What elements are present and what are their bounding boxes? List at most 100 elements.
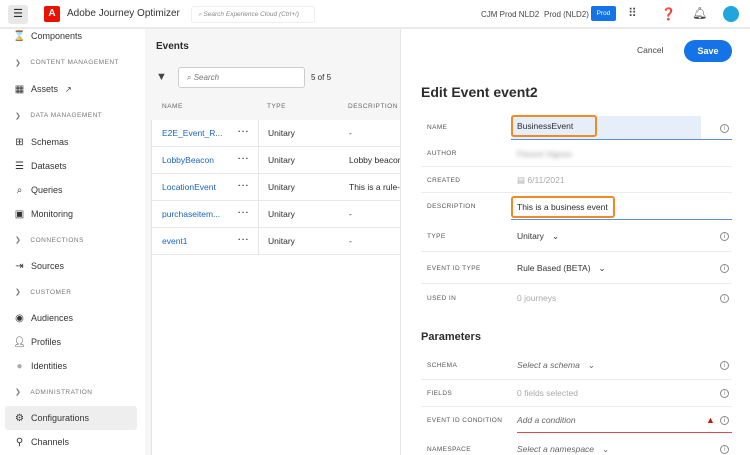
audiences-icon: ◉ [15,312,24,324]
avatar[interactable] [723,6,739,22]
fields-value[interactable]: 0 fields selected [517,388,578,398]
schema-label: SCHEMA [427,362,458,369]
event-name-link[interactable]: event1 [162,236,188,246]
author-value: Florent Vignon [517,149,573,159]
menu-icon[interactable]: ☰ [8,5,28,24]
event-description: - [349,128,352,138]
event-type: Unitary [268,128,295,138]
error-underline [517,432,732,433]
org-switcher[interactable]: CJM Prod NLD2 [481,10,540,19]
cancel-button[interactable]: Cancel [637,45,664,55]
sidebar-item-assets[interactable]: ▦ Assets ↗ [0,77,145,101]
table-row[interactable]: event1 ··· Unitary - [152,228,401,255]
sidebar-item-label: Schemas [31,137,69,147]
table-row[interactable]: LocationEvent ··· Unitary This is a rule-b [152,174,401,201]
events-table: E2E_Event_R... ··· Unitary - LobbyBeacon ···… [151,120,401,455]
sidebar-item-monitoring[interactable]: ▣ Monitoring [0,202,145,226]
created-date: 6/11/2021 [527,175,565,185]
more-actions-icon[interactable]: ··· [238,234,250,244]
more-actions-icon[interactable]: ··· [238,153,250,163]
sidebar-item-identities[interactable]: ● Identities [0,354,145,378]
global-search-input[interactable]: ⌕ Search Experience Cloud (Ctrl+/) [191,6,315,23]
chevron-down-icon: ⌄ [551,231,560,241]
sidebar-item-schemas[interactable]: ⊞ Schemas [0,130,145,154]
event-id-type-value: Rule Based (BETA) [517,263,591,273]
sidebar-item-audiences[interactable]: ◉ Audiences [0,306,145,330]
sidebar-item-configurations[interactable]: ⚙ Configurations [5,406,137,430]
prod-badge: Prod [591,6,616,21]
table-row[interactable]: E2E_Event_R... ··· Unitary - [152,120,401,147]
description-field[interactable]: This is a business event [511,196,615,218]
info-icon[interactable]: i [720,264,729,273]
created-value: ▤ 6/11/2021 [517,175,565,186]
sandbox-switcher[interactable]: Prod (NLD2) [544,10,589,19]
bell-icon[interactable]: 🔔︎ [692,6,708,20]
help-icon[interactable]: ❓ [661,7,676,21]
event-type: Unitary [268,182,295,192]
info-icon[interactable]: i [720,232,729,241]
event-name-link[interactable]: purchaseitem... [162,209,221,219]
sidebar-item-queries[interactable]: ⌕ Queries [0,178,145,202]
sidebar-item-label: Components [31,31,83,41]
channels-icon: ⚲ [15,436,24,448]
section-data-management[interactable]: ❯ DATA MANAGEMENT [0,101,145,130]
schema-dropdown[interactable]: Select a schema ⌄ [517,360,595,371]
apps-grid-icon[interactable]: ⠿ [628,6,637,20]
sidebar-item-components[interactable]: ⌛ Components [0,24,145,48]
identities-icon: ● [16,360,23,372]
type-dropdown[interactable]: Unitary ⌄ [517,231,559,242]
name-field[interactable]: BusinessEvent [511,115,597,137]
sidebar-item-channels[interactable]: ⚲ Channels [0,430,145,454]
top-bar: ☰ A Adobe Journey Optimizer ⌕ Search Exp… [0,0,750,29]
sidebar-item-label: Datasets [31,161,67,171]
info-icon[interactable]: i [720,294,729,303]
section-connections[interactable]: ❯ CONNECTIONS [0,226,145,254]
search-icon: ⌕ [187,73,194,82]
author-label: AUTHOR [427,150,457,157]
schema-icon: ⊞ [15,136,24,148]
chevron-down-icon: ⌄ [598,263,606,273]
event-description: - [349,236,352,246]
sidebar-item-datasets[interactable]: ☰ Datasets [0,154,145,178]
event-name-link[interactable]: LocationEvent [162,182,216,192]
chevron-down-icon: ⌄ [587,360,595,370]
sidebar-item-label: Audiences [31,313,74,323]
table-row[interactable]: purchaseitem... ··· Unitary - [152,201,401,228]
info-icon[interactable]: i [720,124,729,133]
section-content-management[interactable]: ❯ CONTENT MANAGEMENT [0,48,145,77]
divider [421,406,732,407]
name-value: BusinessEvent [517,121,574,131]
divider [421,283,732,284]
events-search-input[interactable]: ⌕ Search [178,67,305,88]
sidebar-item-profiles[interactable]: 👤︎ Profiles [0,330,145,354]
section-administration[interactable]: ❯ ADMINISTRATION [0,378,145,406]
event-type: Unitary [268,209,295,219]
more-actions-icon[interactable]: ··· [238,207,250,217]
fields-label: FIELDS [427,390,453,397]
sidebar-item-sources[interactable]: ⇥ Sources [0,254,145,278]
save-button[interactable]: Save [684,40,732,62]
namespace-dropdown[interactable]: Select a namespace ⌄ [517,444,609,455]
column-header-name[interactable]: NAME [162,103,183,110]
column-header-type[interactable]: TYPE [267,103,286,110]
schema-placeholder: Select a schema [517,360,580,370]
filter-icon[interactable]: ▼ [156,71,167,83]
more-actions-icon[interactable]: ··· [238,126,250,136]
event-id-condition-field[interactable]: Add a condition [517,415,576,425]
event-name-link[interactable]: E2E_Event_R... [162,128,223,138]
info-icon[interactable]: i [720,445,729,454]
column-header-description[interactable]: DESCRIPTION [348,103,398,110]
page-title: Edit Event event2 [421,84,538,100]
search-placeholder: Search [193,73,220,82]
event-type: Unitary [268,236,295,246]
table-row[interactable]: LobbyBeacon ··· Unitary Lobby beacon [152,147,401,174]
adobe-logo[interactable]: A [44,6,60,22]
info-icon[interactable]: i [720,389,729,398]
info-icon[interactable]: i [720,416,729,425]
event-name-link[interactable]: LobbyBeacon [162,155,214,165]
event-id-type-dropdown[interactable]: Rule Based (BETA) ⌄ [517,263,606,274]
section-customer[interactable]: ❯ CUSTOMER [0,278,145,306]
info-icon[interactable]: i [720,361,729,370]
created-label: CREATED [427,177,461,184]
more-actions-icon[interactable]: ··· [238,180,250,190]
